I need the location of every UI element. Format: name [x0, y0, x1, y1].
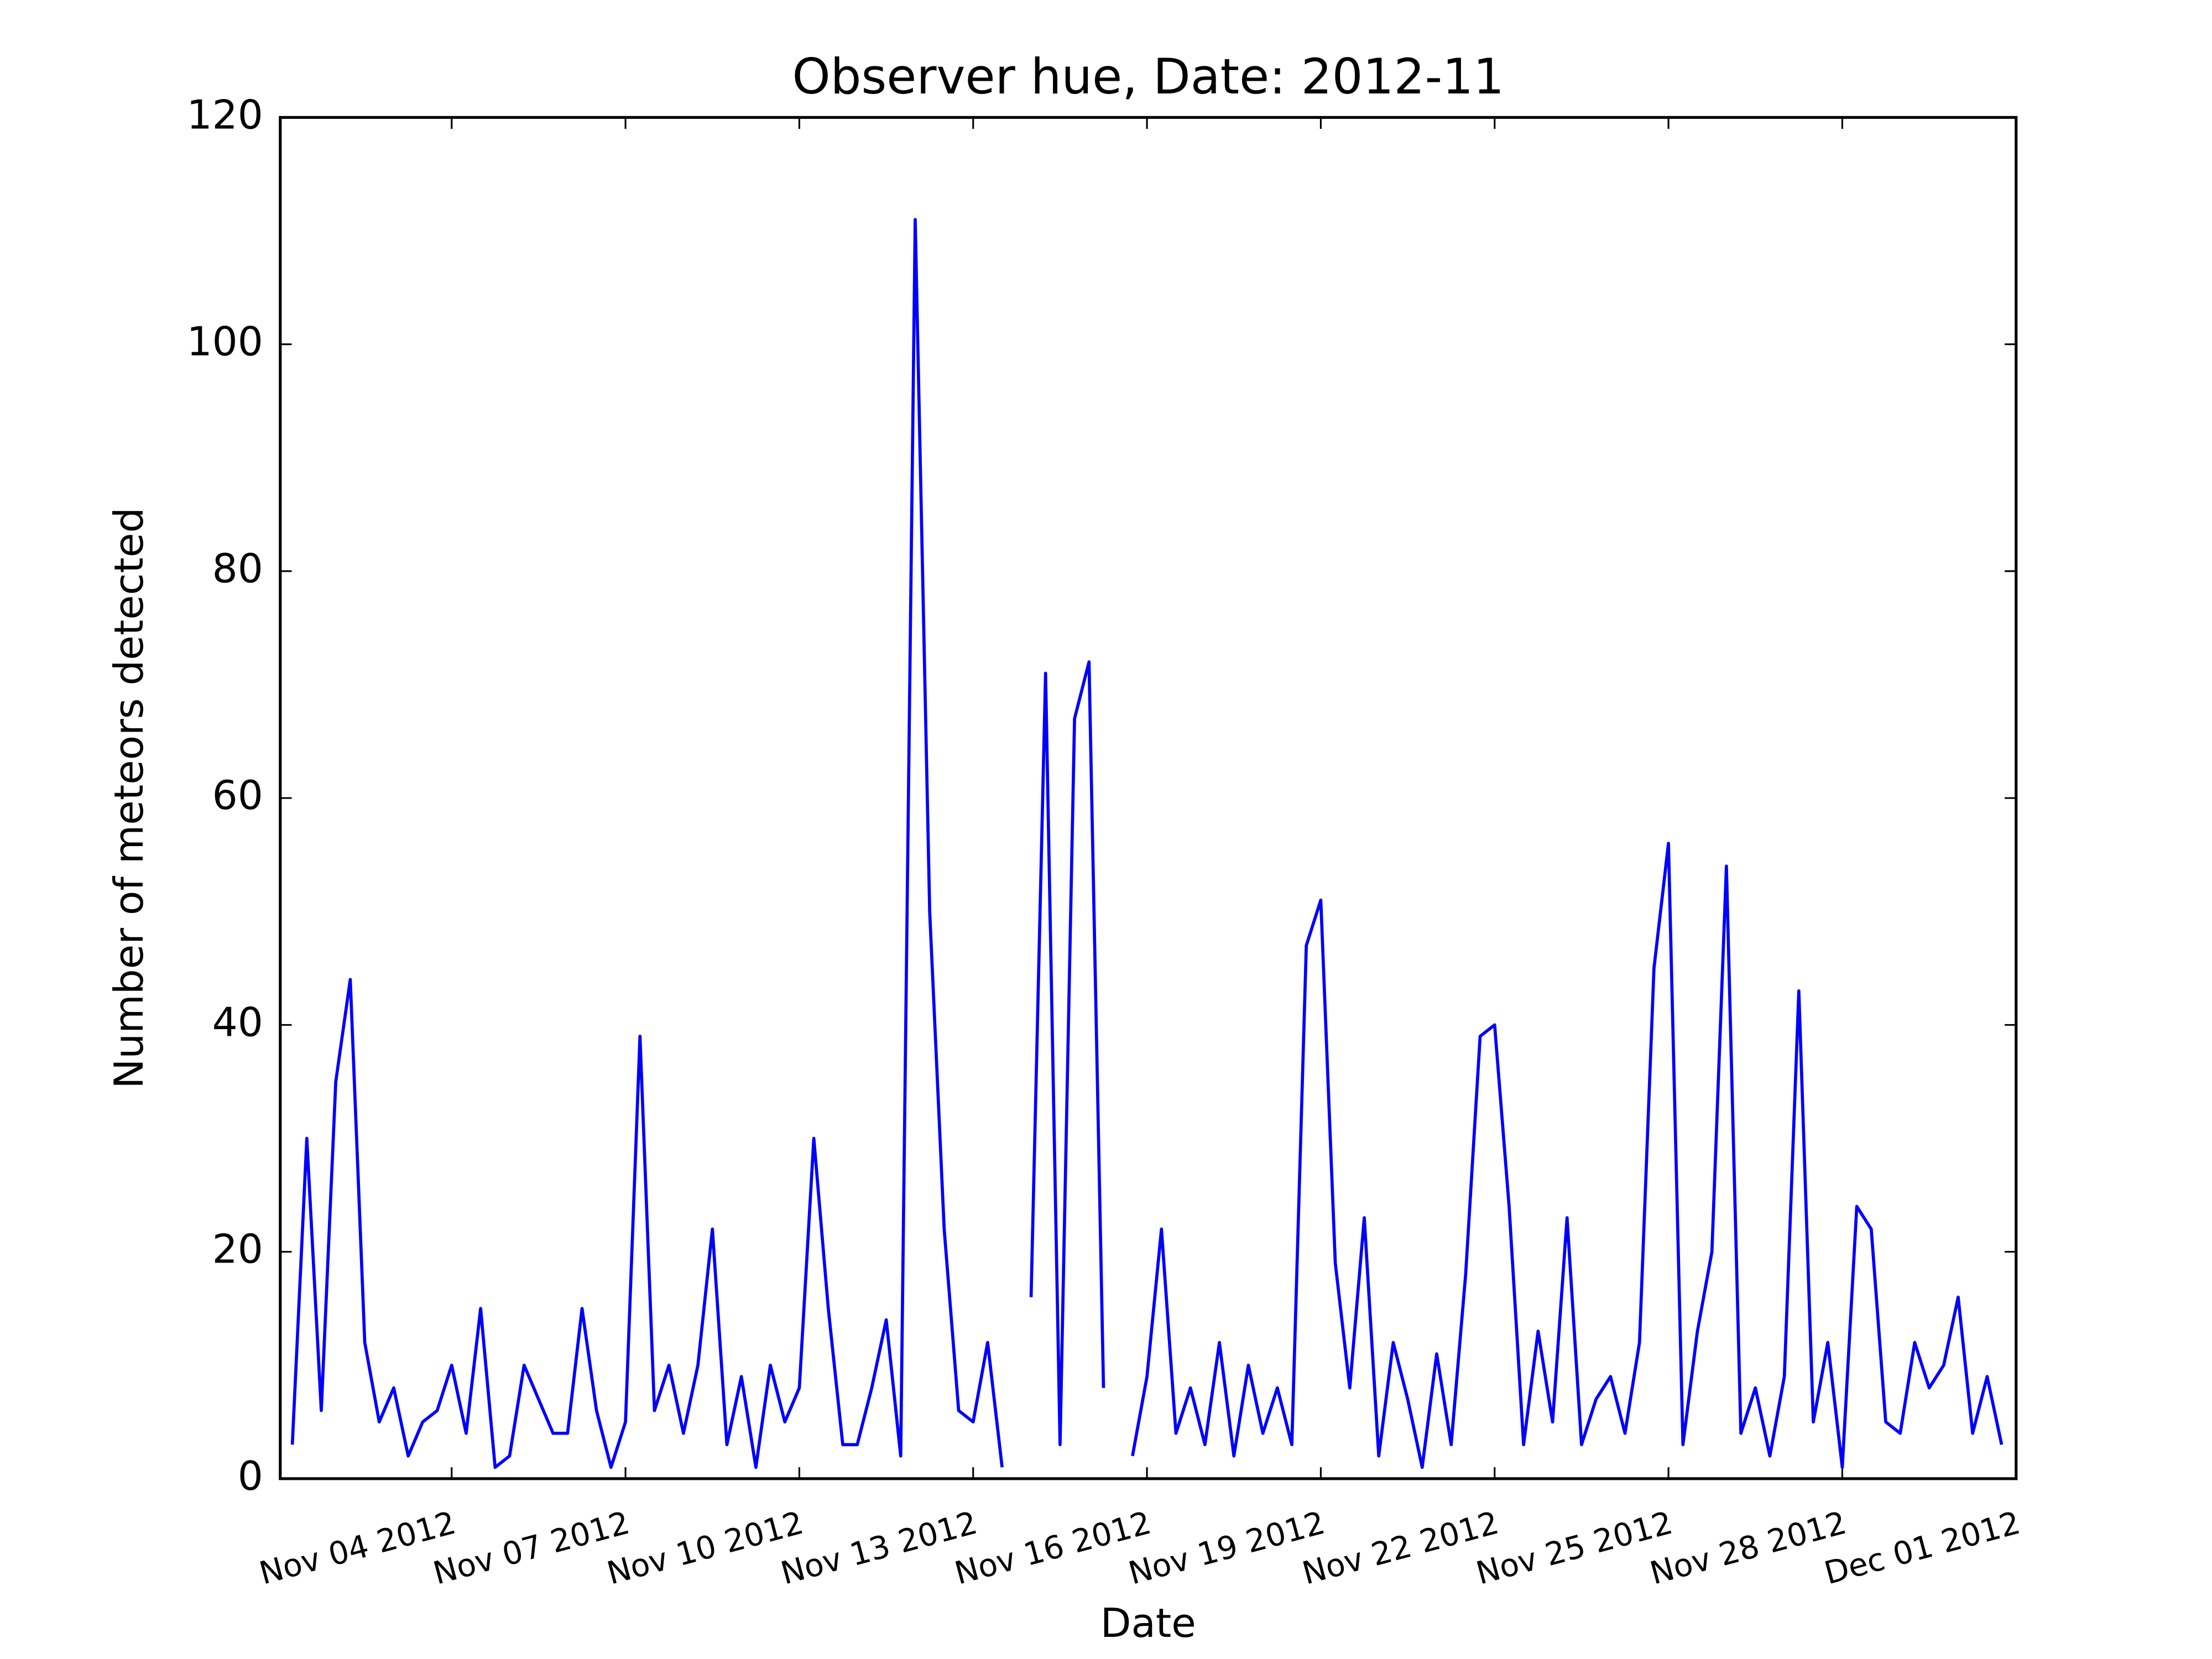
plot-frame [279, 116, 2018, 1480]
y-tick-label: 80 [212, 546, 263, 592]
chart-title: Observer hue, Date: 2012-11 [792, 48, 1504, 105]
data-line [290, 218, 2004, 1469]
x-axis-label: Date [1100, 1600, 1196, 1647]
y-tick-label: 0 [238, 1453, 263, 1500]
y-tick-label: 20 [212, 1227, 263, 1273]
y-tick-label: 40 [212, 999, 263, 1046]
y-tick-label: 120 [187, 92, 263, 138]
y-axis-label: Number of meteors detected [106, 508, 153, 1089]
y-tick-label: 60 [212, 773, 263, 819]
y-tick-label: 100 [187, 319, 263, 366]
